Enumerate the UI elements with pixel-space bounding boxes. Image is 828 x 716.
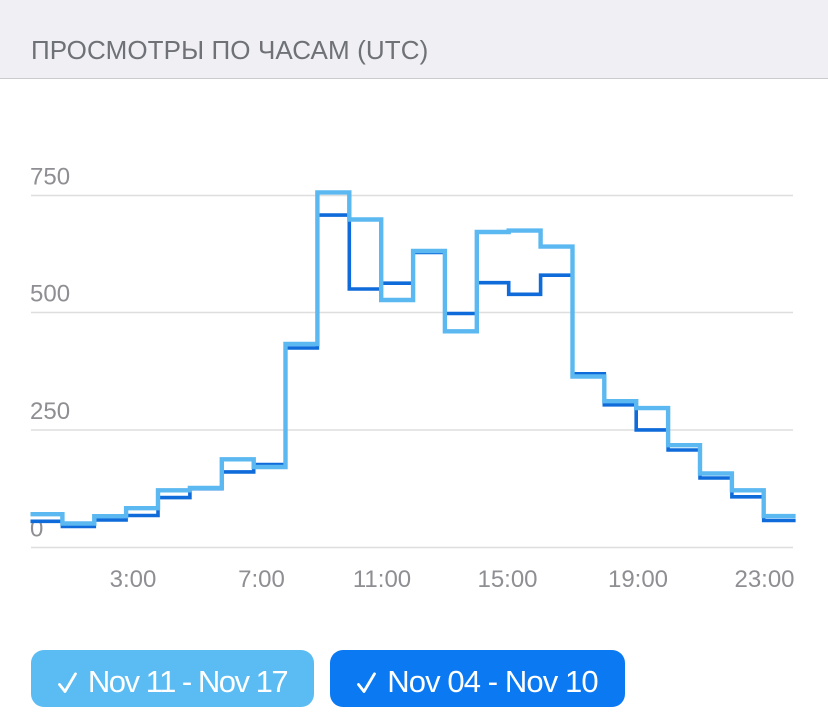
svg-text:23:00: 23:00 xyxy=(734,566,794,593)
svg-text:19:00: 19:00 xyxy=(608,566,668,593)
svg-text:3:00: 3:00 xyxy=(110,566,157,593)
svg-text:7:00: 7:00 xyxy=(238,566,285,593)
svg-text:15:00: 15:00 xyxy=(477,566,537,593)
svg-text:500: 500 xyxy=(30,281,70,308)
svg-text:250: 250 xyxy=(30,398,70,425)
svg-text:11:00: 11:00 xyxy=(353,566,411,593)
svg-text:750: 750 xyxy=(30,164,70,191)
